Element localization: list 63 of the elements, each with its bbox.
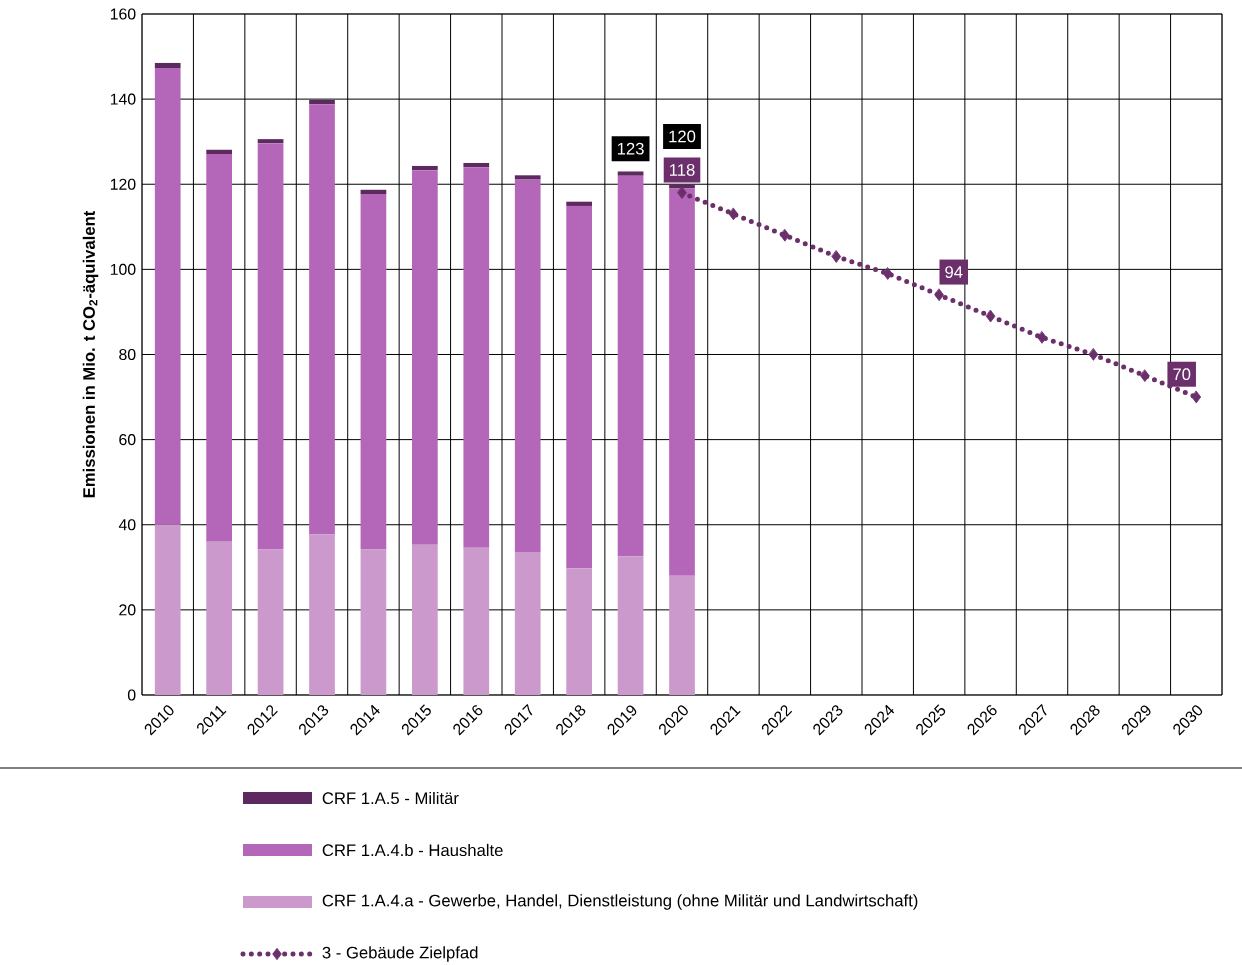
bar [206,154,232,542]
point [677,186,687,200]
bar [669,184,695,189]
bar [309,99,335,105]
data-label: 118 [670,164,695,176]
y-tick-label: 0 [127,689,136,701]
bar [617,556,644,695]
bar [412,170,438,545]
bar [309,534,335,695]
point [831,250,842,263]
y-tick-label: 80 [119,348,136,361]
bar [154,524,181,695]
point [985,309,996,323]
bar [514,175,541,180]
data-label: 94 [945,266,963,278]
point [1037,331,1047,344]
y-tick-label: 20 [119,604,136,616]
legend-label: 3 - Gebäude Zielpfad [322,946,478,962]
total-label: 123 [617,142,644,155]
bar [154,62,181,69]
bar [566,201,592,206]
legend-label: CRF 1.A.4.b - Haushalte [322,843,503,857]
bar [257,143,284,550]
y-axis-title: Emissionen in Mio. t CO$_{2}$-äquivalent [82,210,99,498]
bar [360,189,387,195]
bar [566,568,592,695]
point [1088,348,1099,361]
bar [360,194,387,550]
point [728,207,739,221]
bar [617,171,644,176]
bar [257,549,284,695]
bar [514,551,541,695]
legend-label: CRF 1.A.5 - Militär [322,791,459,805]
bar [669,188,695,576]
data-label: 70 [1173,368,1191,381]
bar [257,139,284,144]
bar [206,149,232,155]
bar [617,175,644,557]
point [1140,369,1150,383]
bar [412,544,438,695]
y-tick-label: 140 [110,93,136,105]
bar [669,575,695,695]
bar [206,541,232,695]
bar [566,205,592,569]
bar [514,179,541,552]
y-tick-label: 120 [110,178,136,190]
bar [309,104,335,535]
y-tick-label: 40 [118,519,136,531]
bar [463,167,490,548]
point [882,267,893,280]
bar [360,549,387,695]
total-label: 120 [669,130,696,143]
point [780,229,790,242]
point [934,288,944,302]
bar [412,165,438,171]
bar [463,547,490,695]
legend-label: CRF 1.A.4.a - Gewerbe, Handel, Dienstleistung (ohne Militär und Landwirtschaft) [322,894,918,910]
bar [463,162,490,168]
y-tick-label: 100 [110,263,136,275]
bar [154,68,181,525]
y-tick-label: 60 [119,434,136,446]
point [1191,390,1202,404]
y-tick-label: 160 [110,8,136,20]
